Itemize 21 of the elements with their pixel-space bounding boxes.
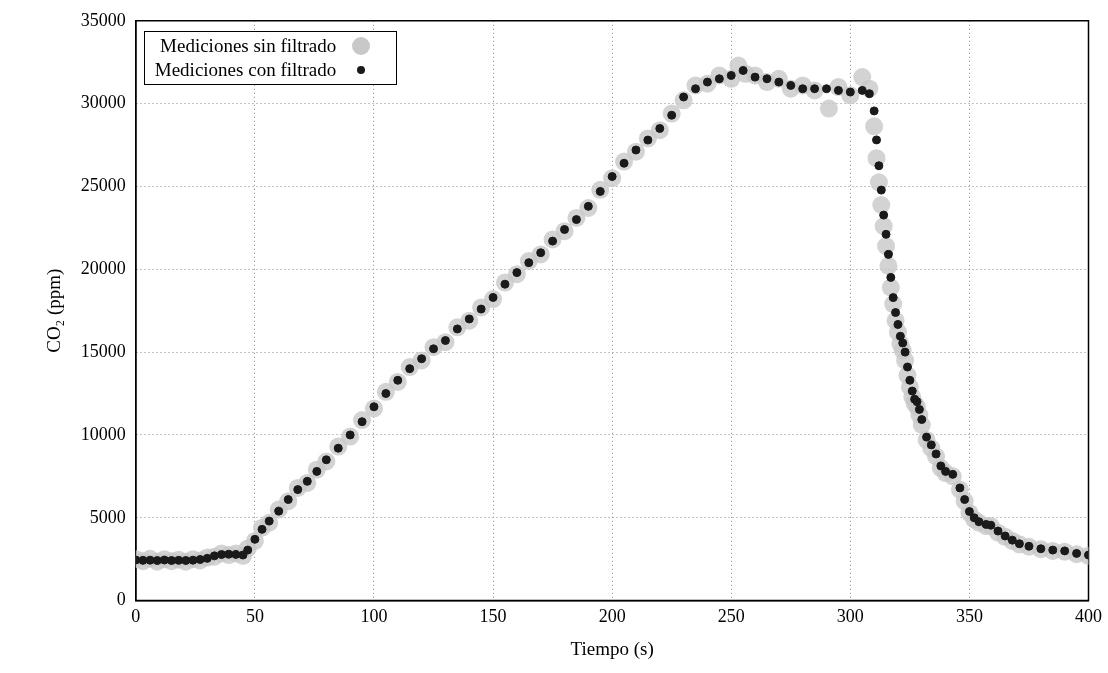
y-tick-label: 15000 [80,340,126,361]
x-tick-label: 150 [479,606,507,627]
legend-label: Mediciones sin filtrado [160,33,337,58]
x-tick-label: 200 [598,606,626,627]
y-axis-title: CO₂ (ppm) [43,268,66,353]
y-tick-label: 5000 [89,506,126,527]
x-tick-label: 50 [245,606,264,627]
x-tick-label: 400 [1075,606,1102,627]
x-tick-label: 350 [955,606,983,627]
x-tick-label: 300 [836,606,864,627]
x-tick-label: 100 [360,606,388,627]
x-tick-label: 250 [717,606,745,627]
x-tick-label: 0 [131,606,141,627]
x-axis-title: Tiempo (s) [570,637,654,660]
y-tick-label: 30000 [80,92,126,113]
y-tick-label: 0 [116,589,126,610]
legend-label: Mediciones con filtrado [154,57,337,82]
y-tick-label: 35000 [80,9,126,30]
y-tick-label: 10000 [80,423,126,444]
y-tick-label: 20000 [80,258,126,279]
y-tick-label: 25000 [80,175,126,196]
